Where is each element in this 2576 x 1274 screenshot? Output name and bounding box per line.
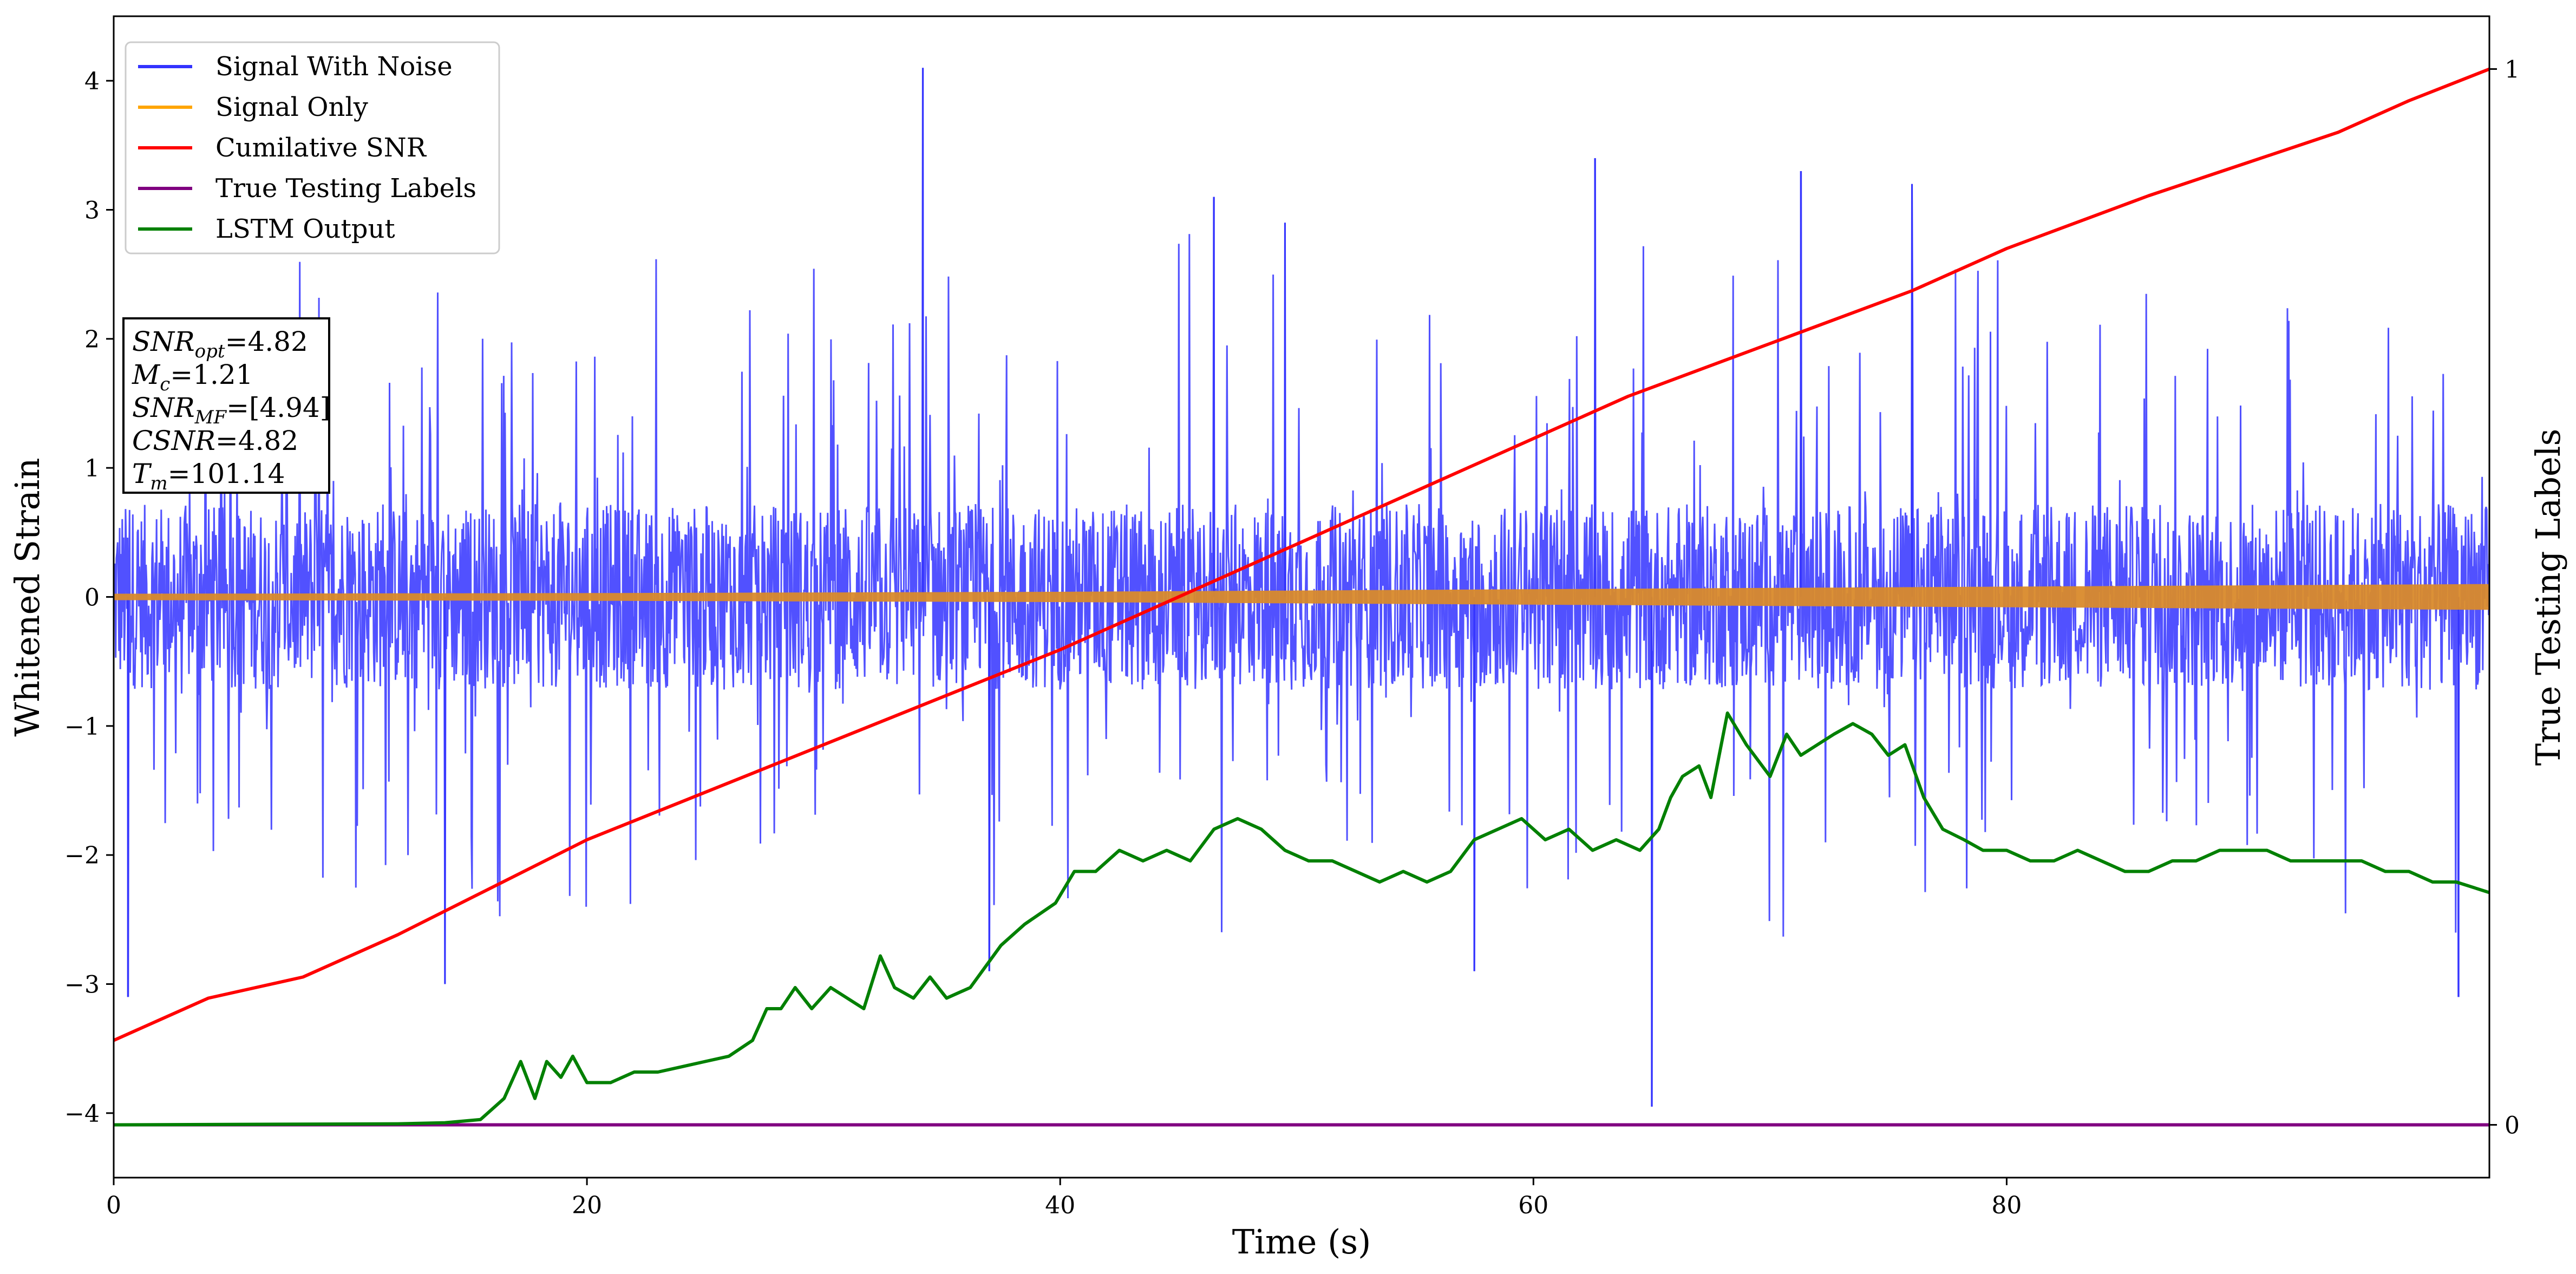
y-axis-ticks: −4 −3 −2 −1 0 1 2 3 4 [64, 68, 114, 1128]
legend-label-true-testing-labels: True Testing Labels [215, 173, 476, 204]
y-tick-label: −2 [64, 842, 100, 870]
x-tick-label: 20 [572, 1192, 602, 1219]
legend-label-cumilative-snr: Cumilative SNR [215, 133, 427, 163]
y2-tick-label: 0 [2505, 1112, 2520, 1140]
x-axis-label: Time (s) [1232, 1222, 1371, 1262]
legend-box [125, 41, 500, 254]
x-tick-label: 80 [1991, 1192, 2022, 1219]
cumilative-snr-line [114, 67, 2489, 1042]
signal-only-band [114, 584, 2489, 610]
info-box-frame [122, 317, 330, 494]
x-axis-ticks: 0 20 40 60 80 [106, 1178, 2022, 1219]
info-line: SNRMF=[4.94] [132, 392, 330, 428]
x-tick-label: 0 [106, 1192, 121, 1219]
signal-with-noise-line [114, 68, 2489, 1107]
y-tick-label: 2 [84, 326, 100, 354]
info-line: Tm=101.14 [132, 458, 285, 494]
y-tick-label: −3 [64, 971, 100, 999]
y-tick-label: −1 [64, 713, 100, 741]
info-box: SNRopt=4.82Mc=1.21SNRMF=[4.94]CSNR=4.82T… [122, 317, 330, 494]
y-tick-label: 4 [84, 68, 100, 95]
legend-label-signal-only: Signal Only [215, 92, 368, 122]
x-tick-label: 40 [1045, 1192, 1075, 1219]
signal-with-noise-series [114, 68, 2489, 1107]
info-line: SNRopt=4.82 [132, 326, 308, 362]
info-line: Mc=1.21 [132, 359, 253, 395]
info-line: CSNR=4.82 [132, 425, 298, 456]
y-tick-label: 0 [84, 584, 100, 612]
y2-tick-label: 1 [2505, 56, 2520, 84]
y-tick-label: −4 [64, 1100, 100, 1128]
signal-only-series [114, 584, 2489, 610]
y2-axis-label: True Testing Labels [2528, 429, 2568, 766]
legend-label-signal-with-noise: Signal With Noise [215, 51, 453, 82]
right-axis-series [114, 67, 2489, 1127]
lstm-output-line [114, 711, 2489, 1127]
legend: Signal With Noise Signal Only Cumilative S… [125, 41, 500, 254]
legend-label-lstm-output: LSTM Output [215, 214, 395, 244]
y-axis-label: Whitened Strain [8, 458, 47, 737]
y-tick-label: 3 [84, 197, 100, 225]
y-tick-label: 1 [84, 455, 100, 482]
y2-axis-ticks: 01 [2489, 56, 2520, 1140]
x-tick-label: 60 [1518, 1192, 1548, 1219]
